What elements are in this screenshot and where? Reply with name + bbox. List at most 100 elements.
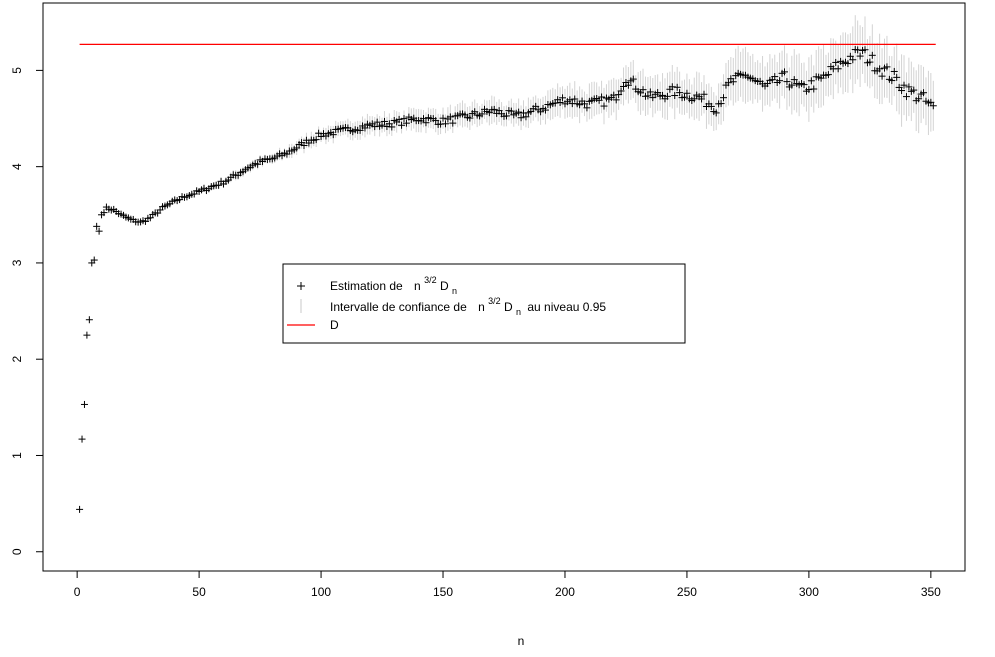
estimation-point (902, 93, 910, 101)
estimation-point (610, 91, 618, 99)
estimation-point (490, 105, 498, 113)
estimation-point (788, 81, 796, 89)
legend-estimation-subscript: n (452, 286, 457, 296)
estimation-point (466, 114, 474, 122)
estimation-point (805, 86, 813, 94)
estimation-point (729, 78, 737, 86)
estimation-point (556, 99, 564, 107)
legend-interval-n: n (478, 300, 485, 314)
y-tick-label: 2 (10, 356, 24, 363)
estimation-point (566, 96, 574, 104)
estimation-point (700, 90, 708, 98)
estimation-point (400, 115, 408, 123)
estimation-point (517, 114, 525, 122)
estimation-point (515, 108, 523, 116)
estimation-point (380, 117, 388, 125)
estimation-point (890, 67, 898, 75)
estimation-point (868, 51, 876, 59)
estimation-point (620, 82, 628, 90)
estimation-point (680, 93, 688, 101)
estimation-point (95, 227, 103, 235)
estimation-point (800, 81, 808, 89)
legend-interval-exponent: 3/2 (488, 296, 501, 306)
x-axis: 0 50 100 150 200 250 300 350 (74, 570, 941, 599)
estimation-point (571, 95, 579, 103)
estimation-point (600, 102, 608, 110)
x-tick-label: 300 (799, 585, 819, 599)
estimation-point (639, 86, 647, 94)
estimation-point (920, 89, 928, 97)
estimation-point (541, 106, 549, 114)
estimation-point (559, 94, 567, 102)
estimation-point (439, 114, 447, 122)
estimation-point (668, 83, 676, 91)
estimation-point (478, 110, 486, 118)
estimation-point (698, 95, 706, 103)
estimation-point (78, 435, 86, 443)
estimation-points (76, 46, 937, 513)
estimation-point (915, 95, 923, 103)
estimation-point (900, 81, 908, 89)
y-axis: 0 1 2 3 4 5 (10, 67, 44, 555)
estimation-point (90, 256, 98, 264)
estimation-point (422, 119, 430, 127)
estimation-point (824, 71, 832, 79)
estimation-point (771, 73, 779, 81)
legend-estimation-exponent: 3/2 (424, 275, 437, 285)
estimation-point (724, 79, 732, 87)
y-tick-label: 1 (10, 452, 24, 459)
legend-interval-subscript: n (516, 307, 521, 317)
estimation-point (929, 102, 937, 110)
estimation-point (646, 88, 654, 96)
x-axis-label: n (518, 634, 525, 648)
legend-estimation-prefix: Estimation de (330, 279, 403, 293)
estimation-point (100, 209, 108, 217)
estimation-point (76, 505, 84, 513)
estimation-point (629, 75, 637, 83)
estimation-point (663, 92, 671, 100)
estimation-point (598, 93, 606, 101)
estimation-point (583, 104, 591, 112)
estimation-point (861, 46, 869, 54)
confidence-intervals (81, 15, 934, 440)
estimation-point (790, 76, 798, 84)
estimation-point (876, 65, 884, 73)
legend-estimation-D: D (440, 279, 449, 293)
estimation-point (215, 181, 223, 189)
estimation-point (644, 92, 652, 100)
legend: Estimation de n 3/2 D n Intervalle de co… (282, 263, 686, 344)
estimation-point (80, 400, 88, 408)
estimation-point (712, 109, 720, 117)
estimation-point (93, 222, 101, 230)
y-tick-label: 0 (10, 548, 24, 555)
estimation-point (783, 78, 791, 86)
estimation-point (612, 96, 620, 104)
x-tick-label: 150 (433, 585, 453, 599)
estimation-point (910, 86, 918, 94)
estimation-point (441, 120, 449, 128)
estimation-point (615, 91, 623, 99)
estimation-point (893, 73, 901, 81)
legend-key-estimation (297, 282, 305, 290)
estimation-point (378, 121, 386, 129)
estimation-point (402, 119, 410, 127)
y-tick-label: 4 (10, 163, 24, 170)
legend-item-interval: Intervalle de confiance de n 3/2 D n au … (330, 293, 606, 318)
estimation-point (810, 85, 818, 93)
estimation-point (293, 144, 301, 152)
estimation-point (849, 56, 857, 64)
estimation-point (449, 119, 457, 127)
estimation-point (781, 68, 789, 76)
legend-estimation-n: n (414, 279, 421, 293)
estimation-point (905, 83, 913, 91)
estimation-point (683, 89, 691, 97)
x-tick-label: 100 (311, 585, 331, 599)
estimation-point (83, 331, 91, 339)
estimation-point (361, 124, 369, 132)
legend-interval-prefix: Intervalle de confiance de (330, 300, 467, 314)
estimation-point (420, 115, 428, 123)
estimation-point (522, 113, 530, 121)
x-tick-label: 200 (555, 585, 575, 599)
estimation-point (856, 52, 864, 60)
